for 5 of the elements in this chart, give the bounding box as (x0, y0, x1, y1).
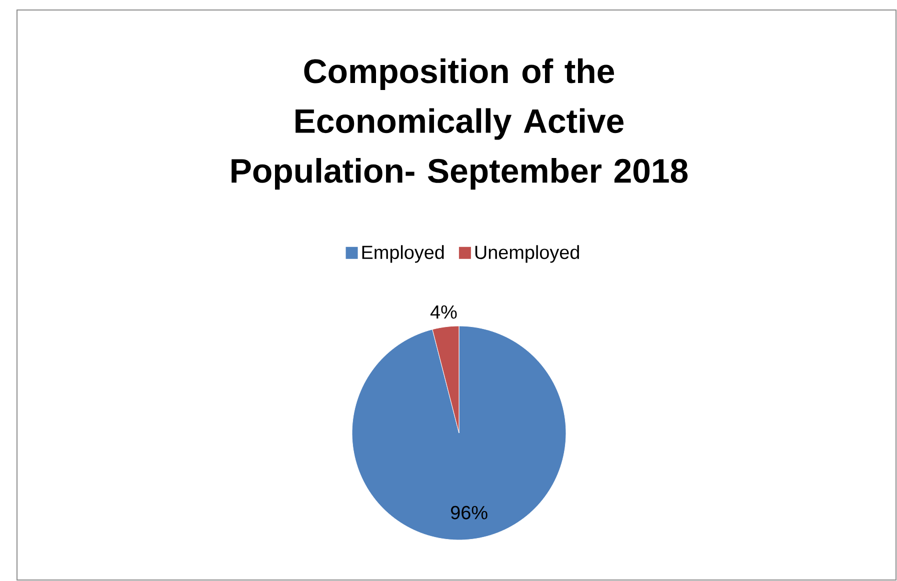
legend-label: Employed (362, 245, 444, 263)
data-label: 4% (430, 305, 457, 319)
chart-title: Composition of the Economically Active Population- September 2018 (232, 58, 688, 190)
legend-label: Unemployed (475, 245, 579, 263)
data-label: 96% (451, 506, 488, 520)
